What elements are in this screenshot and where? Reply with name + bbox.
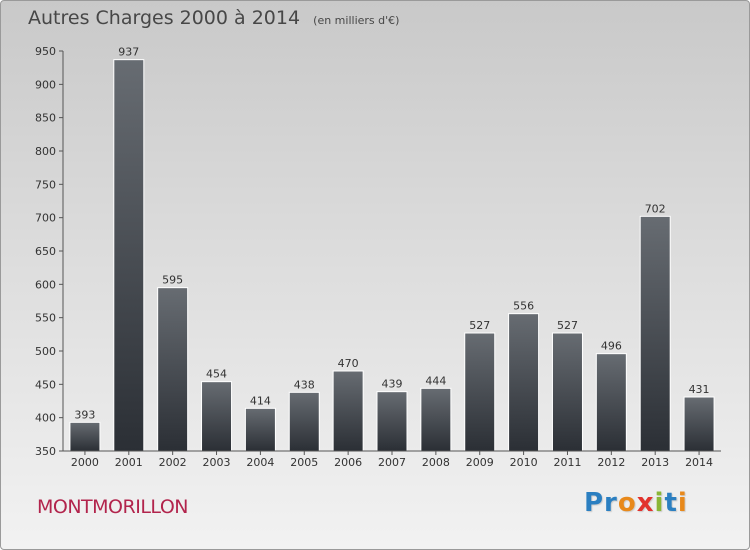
bar [69,421,101,452]
bar [244,407,276,452]
y-tick-label: 650 [35,245,56,258]
y-tick-label: 800 [35,145,56,158]
bar-value-label: 444 [425,374,446,387]
proxiti-logo[interactable]: Proxiti [584,488,688,518]
y-tick-label: 450 [35,378,56,391]
bar-value-label: 393 [74,408,95,421]
x-tick-label: 2004 [246,456,274,469]
bar [288,391,320,452]
chart-title: Autres Charges 2000 à 2014 [28,7,301,29]
x-tick-label: 2007 [378,456,406,469]
bar [157,287,189,452]
bar [551,332,583,452]
y-tick-label: 400 [35,412,56,425]
bar-value-label: 702 [645,202,666,215]
bar-value-label: 937 [118,46,139,59]
y-tick-label: 600 [35,278,56,291]
logo-part: i [654,488,665,518]
bar-value-label: 556 [513,300,534,313]
x-axis: 2000 2001 2002 2003 2004 2005 2006 2007 2008 2009… [63,450,721,469]
bar-value-label: 439 [382,378,403,391]
bar-value-label: 527 [469,319,490,332]
bar-value-label: 470 [338,357,359,370]
bar-value-label: 438 [294,378,315,391]
bar [113,59,145,452]
x-tick-label: 2009 [466,456,494,469]
bar [464,332,496,452]
x-tick-label: 2006 [334,456,362,469]
y-tick-label: 750 [35,178,56,191]
bar-value-label: 595 [162,274,183,287]
bar-value-label: 454 [206,368,227,381]
x-tick-label: 2001 [115,456,143,469]
y-tick-label: 500 [35,345,56,358]
x-tick-label: 2012 [597,456,625,469]
logo-part: t [664,488,678,518]
chart-subtitle: (en milliers d'€) [313,14,400,27]
y-axis: 350 400 450 500 550 600 650 700 750 800 850 900 950 [35,45,64,458]
logo-part: Pr [584,488,618,518]
bars: 393 937 595 454 414 438 470 439 444 527 556 527 496 7… [69,46,715,452]
y-tick-label: 700 [35,212,56,225]
bar [508,313,540,452]
bar [420,387,452,452]
x-tick-label: 2005 [290,456,318,469]
y-tick-label: 550 [35,312,56,325]
x-tick-label: 2010 [510,456,538,469]
x-tick-label: 2011 [553,456,581,469]
title-row: Autres Charges 2000 à 2014 (en milliers … [28,7,399,29]
bar-value-label: 431 [689,383,710,396]
x-tick-label: 2008 [422,456,450,469]
y-tick-label: 850 [35,112,56,125]
x-tick-label: 2000 [71,456,99,469]
x-tick-label: 2003 [203,456,231,469]
bar [332,370,364,452]
bar-value-label: 414 [250,394,271,407]
y-tick-label: 350 [35,445,56,458]
bar [201,381,233,452]
bar [376,391,408,452]
x-tick-label: 2013 [641,456,669,469]
x-tick-label: 2002 [159,456,187,469]
logo-part: i [677,488,688,518]
commune-name: MONTMORILLON [37,496,188,518]
bar-value-label: 527 [557,319,578,332]
bar [595,353,627,452]
bar-value-label: 496 [601,340,622,353]
y-tick-label: 950 [35,45,56,58]
bar [639,215,671,452]
logo-part: o [617,488,637,518]
x-tick-label: 2014 [685,456,713,469]
bar [683,396,715,452]
logo-part: x [636,488,655,518]
y-tick-label: 900 [35,78,56,91]
